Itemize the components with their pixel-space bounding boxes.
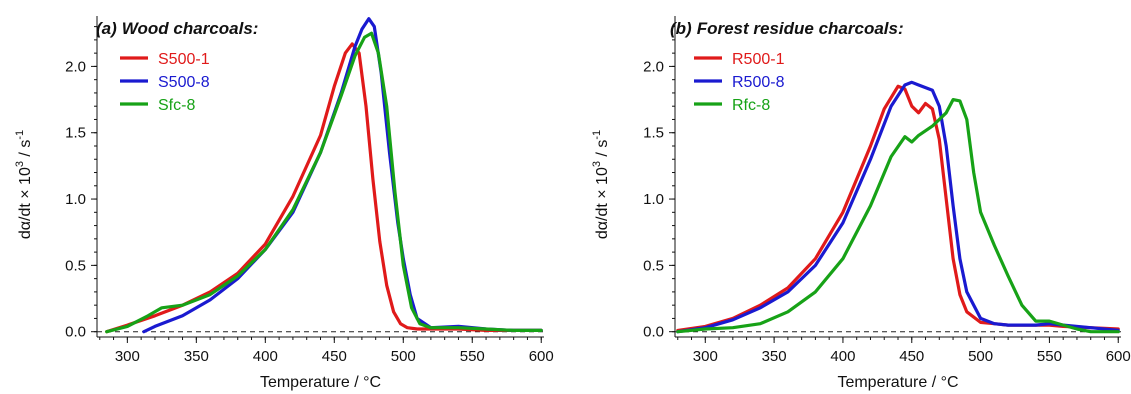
x-tick-label: 500 — [968, 348, 993, 365]
series-line-Sfc-8 — [105, 31, 543, 334]
x-tick-label: 550 — [460, 348, 485, 365]
y-tick-label: 0.0 — [65, 324, 86, 341]
series-line-Rfc-8 — [676, 97, 1120, 334]
y-axis-title-unit-exp: -1 — [591, 130, 603, 140]
series-line-R500-8 — [676, 80, 1120, 334]
x-tick-label: 550 — [1037, 348, 1062, 365]
x-tick-label: 350 — [184, 348, 209, 365]
y-axis-title-exp: 3 — [14, 161, 26, 167]
x-tick-label: 500 — [391, 348, 416, 365]
y-axis-title-unit: / s — [17, 140, 34, 161]
panel-title-text: Forest residue charcoals: — [697, 19, 904, 38]
y-tick-label: 2.0 — [643, 58, 664, 75]
x-tick-label: 450 — [899, 348, 924, 365]
x-tick-label: 400 — [830, 348, 855, 365]
x-axis-title: Temperature / °C — [837, 374, 958, 391]
chart-panel-2: 300 350 400 450 500 550 600 0.0 0.5 1.0 1.5 2.0 Temp… — [591, 16, 1131, 391]
y-axis-title: dα/dt × 103 / s-1 — [591, 130, 611, 239]
panel-label: (a) — [96, 19, 117, 38]
y-tick-label: 1.5 — [643, 125, 664, 142]
legend-label: R500-8 — [732, 74, 785, 91]
y-tick-label: 1.0 — [65, 191, 86, 208]
y-axis-title: dα/dt × 103 / s-1 — [14, 130, 34, 239]
chart-panel-1: 300 350 400 450 500 550 600 0.0 0.5 1.0 1.5 2.0 Temp… — [14, 16, 554, 391]
x-tick-label: 350 — [762, 348, 787, 365]
x-tick-label: 300 — [693, 348, 718, 365]
panel-title-text: Wood charcoals: — [122, 19, 259, 38]
y-tick-label: 0.0 — [643, 324, 664, 341]
x-tick-label: 300 — [115, 348, 140, 365]
x-tick-label: 400 — [253, 348, 278, 365]
legend-label: Sfc-8 — [158, 97, 195, 114]
series-line-S500-1 — [105, 42, 543, 334]
legend-label: S500-8 — [158, 74, 210, 91]
panel-title: (a) Wood charcoals: — [96, 19, 258, 38]
legend-label: Rfc-8 — [732, 97, 770, 114]
y-axis-title-main: dα/dt × 10 — [17, 167, 34, 239]
panel-label: (b) — [670, 19, 692, 38]
y-axis-title-unit-exp: -1 — [14, 130, 26, 140]
y-axis-title-unit: / s — [594, 140, 611, 161]
series-line-R500-1 — [676, 84, 1120, 332]
panel-title: (b) Forest residue charcoals: — [670, 19, 904, 38]
y-tick-label: 1.0 — [643, 191, 664, 208]
y-axis-title-main: dα/dt × 10 — [594, 167, 611, 239]
legend-label: R500-1 — [732, 51, 785, 68]
x-axis-title: Temperature / °C — [260, 374, 381, 391]
x-tick-label: 600 — [529, 348, 554, 365]
y-axis-title-exp: 3 — [591, 161, 603, 167]
y-tick-label: 0.5 — [643, 257, 664, 274]
legend-label: S500-1 — [158, 51, 210, 68]
x-tick-label: 450 — [322, 348, 347, 365]
y-tick-label: 2.0 — [65, 58, 86, 75]
y-tick-label: 1.5 — [65, 125, 86, 142]
x-tick-label: 600 — [1106, 348, 1131, 365]
y-tick-label: 0.5 — [65, 257, 86, 274]
